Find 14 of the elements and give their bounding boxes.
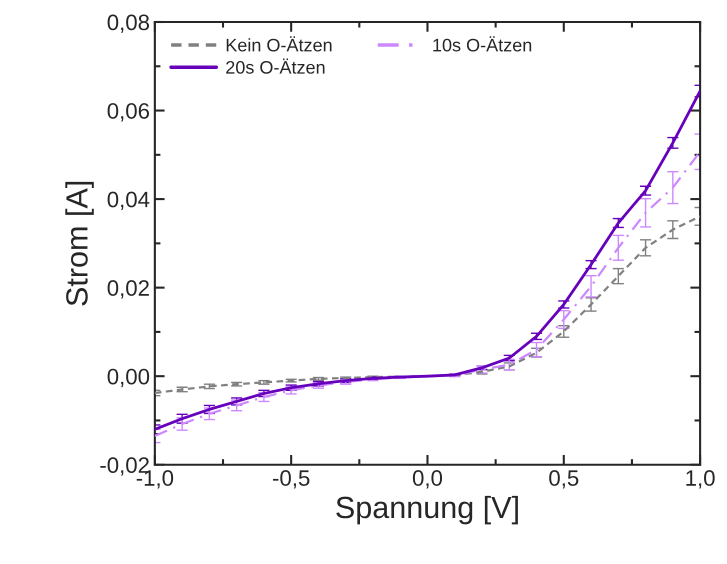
legend-label: 10s O-Ätzen bbox=[433, 36, 532, 52]
x-axis-title: Spannung [V] bbox=[336, 496, 518, 524]
y-tick-label: 0,02 bbox=[108, 280, 149, 299]
x-tick-label: 0,0 bbox=[412, 470, 442, 489]
x-tick-label: 0,5 bbox=[549, 470, 578, 489]
legend-label: Kein O-Ätzen bbox=[226, 36, 332, 52]
y-tick-label: 0,08 bbox=[108, 14, 150, 33]
x-tick-label: -0,5 bbox=[273, 470, 310, 489]
legend-label: 20s O-Ätzen bbox=[226, 58, 324, 74]
y-tick-label: 0,04 bbox=[108, 192, 150, 210]
y-tick-label: 0,06 bbox=[108, 103, 150, 122]
y-tick-label: 0,00 bbox=[108, 368, 150, 388]
x-tick-label: 1,0 bbox=[686, 470, 715, 489]
y-axis-title: Strom [A] bbox=[65, 182, 94, 306]
